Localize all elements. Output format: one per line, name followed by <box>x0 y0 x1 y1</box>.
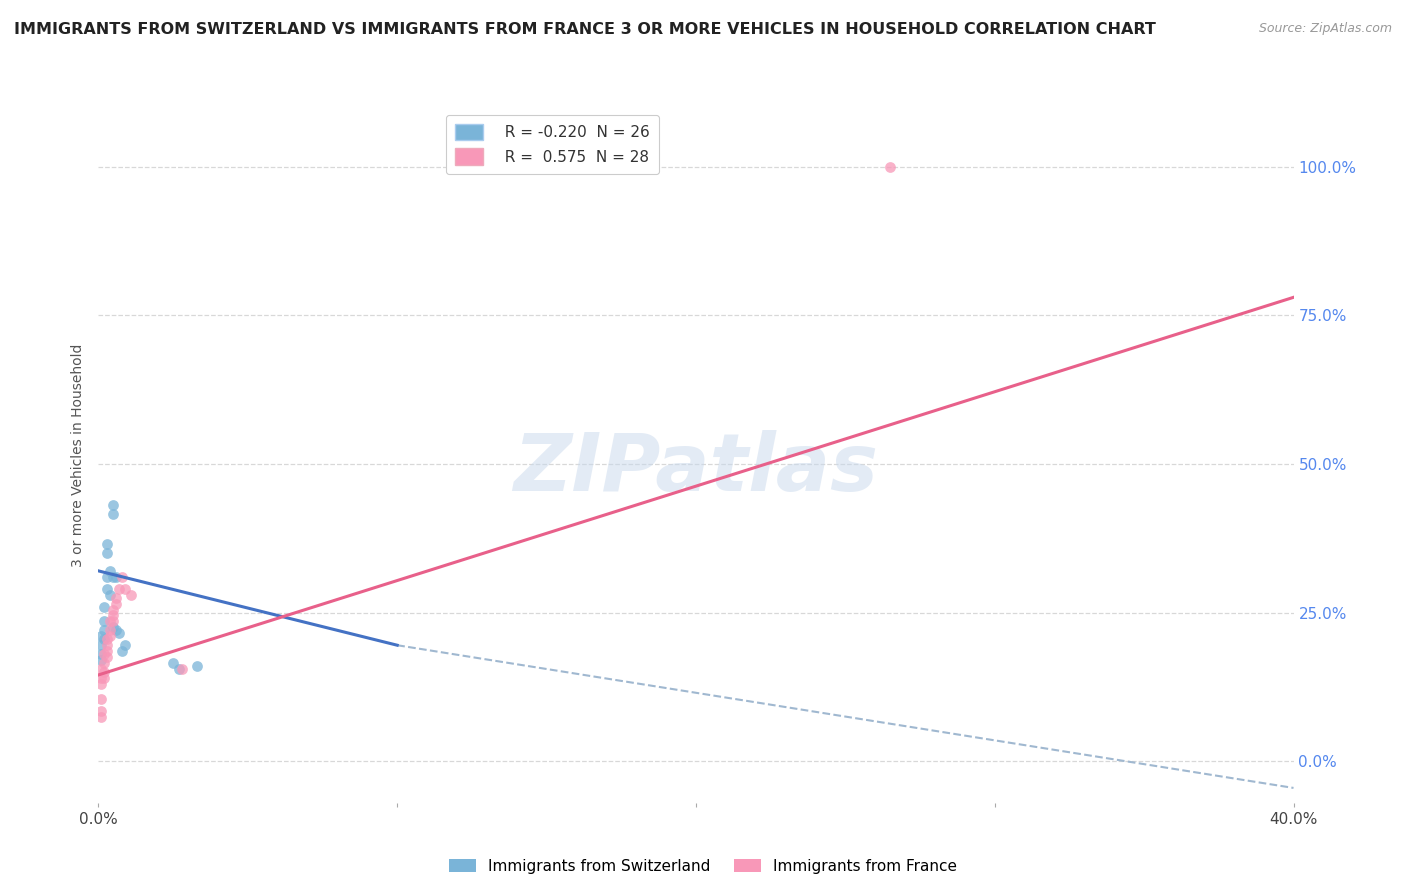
Point <box>120 588 142 602</box>
Point <box>93 647 115 661</box>
Point <box>103 508 125 522</box>
Point <box>103 570 125 584</box>
Point <box>103 608 125 623</box>
Point <box>105 570 128 584</box>
Legend:   R = -0.220  N = 26,   R =  0.575  N = 28: R = -0.220 N = 26, R = 0.575 N = 28 <box>446 115 659 174</box>
Point <box>167 662 190 676</box>
Point <box>108 582 131 596</box>
Point <box>90 691 112 706</box>
Point <box>103 602 125 616</box>
Point <box>90 638 112 652</box>
Point <box>90 704 112 718</box>
Point <box>96 546 118 560</box>
Point <box>114 582 136 596</box>
Point <box>100 624 122 638</box>
Point <box>103 620 125 634</box>
Point <box>96 650 118 665</box>
Point <box>186 659 208 673</box>
Point <box>111 644 134 658</box>
Point <box>93 632 115 647</box>
Point <box>111 570 134 584</box>
Text: IMMIGRANTS FROM SWITZERLAND VS IMMIGRANTS FROM FRANCE 3 OR MORE VEHICLES IN HOUS: IMMIGRANTS FROM SWITZERLAND VS IMMIGRANT… <box>14 22 1156 37</box>
Point <box>96 632 118 647</box>
Point <box>90 653 112 667</box>
Point <box>90 709 112 723</box>
Point <box>90 662 112 676</box>
Point <box>96 644 118 658</box>
Point <box>172 662 194 676</box>
Point <box>879 160 901 174</box>
Point <box>93 599 115 614</box>
Point <box>93 615 115 629</box>
Point <box>96 638 118 652</box>
Point <box>90 629 112 643</box>
Text: ZIPatlas: ZIPatlas <box>513 430 879 508</box>
Point <box>114 638 136 652</box>
Point <box>93 665 115 679</box>
Point <box>162 656 184 670</box>
Legend: Immigrants from Switzerland, Immigrants from France: Immigrants from Switzerland, Immigrants … <box>443 853 963 880</box>
Point <box>96 570 118 584</box>
Point <box>90 671 112 685</box>
Point <box>96 537 118 551</box>
Point <box>100 615 122 629</box>
Y-axis label: 3 or more Vehicles in Household: 3 or more Vehicles in Household <box>72 343 86 566</box>
Point <box>100 629 122 643</box>
Point <box>96 582 118 596</box>
Point <box>108 626 131 640</box>
Point <box>105 591 128 605</box>
Point <box>93 656 115 670</box>
Point <box>103 615 125 629</box>
Point <box>100 588 122 602</box>
Point <box>90 647 112 661</box>
Point <box>93 624 115 638</box>
Text: Source: ZipAtlas.com: Source: ZipAtlas.com <box>1258 22 1392 36</box>
Point <box>103 499 125 513</box>
Point <box>105 597 128 611</box>
Point <box>90 677 112 691</box>
Point <box>100 564 122 578</box>
Point <box>105 624 128 638</box>
Point <box>93 671 115 685</box>
